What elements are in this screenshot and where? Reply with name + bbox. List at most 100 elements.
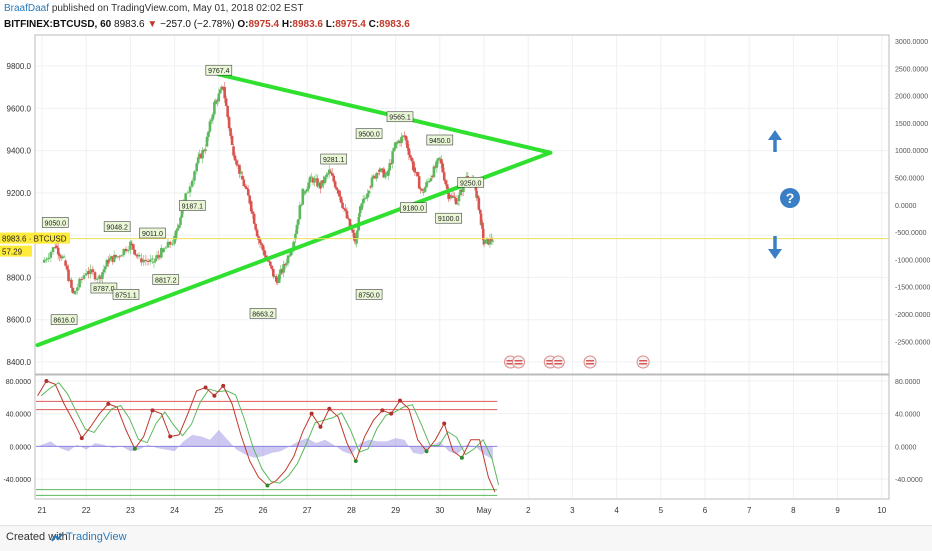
price-callout-text: 9100.0 [438, 216, 460, 223]
candle-body [174, 230, 178, 240]
candle-body [404, 135, 408, 141]
cross-dot [44, 379, 49, 383]
candle-body [71, 287, 75, 294]
price-callout-box [139, 227, 166, 239]
stoch-right-tick: 80.0000 [895, 379, 920, 386]
stoch-left-tick: -40.0000 [3, 477, 31, 484]
author-link[interactable]: BraafDaaf [4, 3, 50, 14]
price-callout-text: 8751.1 [115, 292, 137, 299]
price-callout-text: 8750.0 [358, 292, 380, 299]
price-callout-box [355, 128, 383, 139]
cross-dot [353, 459, 358, 464]
candle-body [330, 173, 334, 176]
candle-body [104, 266, 107, 270]
cross-dot [168, 434, 173, 439]
y-left-tick: 8800.0 [7, 273, 32, 282]
event-icons[interactable] [504, 355, 650, 369]
candle-body [98, 275, 101, 279]
candle-body [355, 230, 359, 239]
tradingview-link[interactable]: TradingView [66, 531, 127, 543]
candle-body [211, 114, 215, 120]
y-left-tick: 9800.0 [7, 62, 32, 71]
candle-body [107, 259, 110, 264]
candle-body [249, 201, 253, 212]
candle-body [372, 175, 375, 178]
candle-body [148, 259, 152, 262]
cross-dot [150, 408, 155, 413]
x-tick: 27 [303, 506, 312, 515]
last-price: 8983.6 [114, 19, 145, 30]
candle-body [84, 273, 88, 276]
candle-body [133, 249, 137, 255]
candle-body [397, 140, 400, 143]
question-mark-text: ? [786, 190, 795, 206]
candle-body [413, 167, 417, 172]
candle-body [115, 256, 119, 258]
candle-body [155, 255, 159, 259]
candle-body [401, 135, 405, 137]
candle-body [370, 177, 374, 187]
price-labels: 9767.4 9281.1 9500.0 9565.1 9450.0 9250.0 9187… [41, 64, 485, 326]
candle-body [58, 254, 61, 257]
candle-body [429, 178, 433, 182]
candle-body [70, 279, 73, 288]
candle-body [297, 219, 300, 225]
candle-body [173, 235, 176, 244]
candle-body [305, 188, 309, 192]
x-tick: 21 [38, 506, 47, 515]
candle-body [481, 228, 485, 241]
candle-body [438, 157, 442, 159]
y-left-tick: 9400.0 [7, 147, 32, 156]
candle-body [180, 210, 184, 218]
candle-body [420, 188, 424, 191]
event-flag-stripe [506, 363, 515, 365]
candle-body [358, 206, 362, 213]
candle-body [426, 181, 430, 183]
candle-body [310, 176, 313, 178]
candle-body [355, 238, 358, 244]
candle-body [311, 178, 315, 183]
price-callout-text: 9450.0 [429, 138, 451, 145]
candle-body [218, 89, 222, 94]
candle-body [267, 260, 271, 262]
x-tick: 3 [570, 506, 575, 515]
candle-body [245, 187, 249, 190]
y-right-tick: -1500.0000 [895, 285, 931, 292]
y-right-tick: -1000.0000 [895, 257, 931, 264]
y-right-tick: -2500.0000 [895, 339, 931, 346]
candle-body [460, 189, 464, 192]
candle-body [431, 175, 434, 178]
candle-body [154, 258, 157, 262]
x-tick: 9 [835, 506, 840, 515]
candle-body [432, 166, 436, 178]
stoch-right-tick: 40.0000 [895, 412, 920, 419]
cross-dot [398, 398, 403, 403]
trendline [216, 72, 553, 155]
candle-body [295, 224, 299, 234]
grid-lines [36, 36, 888, 498]
candle-body [332, 175, 336, 182]
candle-body [223, 87, 226, 99]
candle-body [160, 247, 163, 258]
y-right-tick: 1500.0000 [895, 121, 928, 128]
candle-body [255, 229, 259, 237]
candle-body [394, 142, 397, 149]
publish-line: BraafDaaf published on TradingView.com, … [4, 2, 303, 15]
candle-body [233, 155, 237, 161]
candle-body [444, 180, 447, 185]
price-callout-text: 9565.1 [389, 115, 411, 122]
candle-body [137, 254, 141, 257]
price-callout-text: 8663.2 [252, 311, 274, 318]
high-value: 8983.6 [292, 19, 323, 30]
candle-body [269, 261, 272, 266]
y-right-tick: 1000.0000 [895, 148, 928, 155]
candle-body [325, 174, 328, 177]
event-flag-icon [512, 355, 526, 369]
chart-canvas[interactable]: 9767.4 9281.1 9500.0 9565.1 9450.0 9250.0 9187… [0, 0, 932, 525]
candle-body [171, 243, 174, 245]
candle-body [78, 278, 81, 288]
candle-body [227, 117, 231, 129]
cross-dot [424, 449, 429, 454]
candle-body [304, 191, 308, 193]
candle-body [59, 256, 63, 259]
